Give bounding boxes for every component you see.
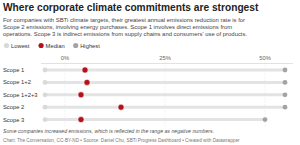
range-bar: [45, 81, 285, 84]
range-bar: [45, 69, 285, 72]
subtitle: operations. Scope 3 is indirect emission…: [3, 31, 247, 37]
subtitle: Scope 2 emissions, involving energy purc…: [3, 24, 232, 30]
tick-label: 0%: [61, 55, 69, 61]
dot-highest: [283, 80, 288, 85]
category-label: Scope 1+2: [3, 79, 31, 85]
axis-line: [41, 63, 293, 64]
dot-median: [78, 92, 84, 98]
dot-median: [78, 117, 84, 123]
dot-highest: [263, 117, 268, 122]
dot-median: [118, 104, 124, 110]
title: Where corporate climate commitments are …: [3, 2, 259, 13]
tick-label: 50%: [259, 55, 271, 61]
tick-label: 25%: [159, 55, 171, 61]
legend-label: Median: [46, 43, 65, 49]
dot-median: [84, 79, 90, 85]
dot-lowest: [43, 68, 48, 73]
subtitle: For companies with SBTi climate targets,…: [3, 17, 245, 23]
dot-highest: [283, 105, 288, 110]
source: Chart: The Conversation, CC-BY-ND • Sour…: [3, 138, 240, 143]
category-label: Scope 2: [3, 104, 24, 110]
category-label: Scope 1+2+3: [3, 92, 38, 98]
dot-lowest: [43, 117, 48, 122]
category-label: Scope 3: [3, 117, 24, 123]
marks: [43, 67, 288, 123]
category-label: Scope 1: [3, 67, 24, 73]
dot-lowest: [43, 92, 48, 97]
range-bar: [45, 106, 285, 109]
legend-label: Lowest: [11, 43, 30, 49]
dot-median: [82, 67, 88, 73]
legend-swatch: [4, 43, 9, 48]
chart: Where corporate climate commitments are …: [0, 0, 300, 145]
dot-lowest: [43, 80, 48, 85]
legend-label: Highest: [80, 43, 100, 49]
legend-swatch: [39, 43, 44, 48]
dot-highest: [283, 92, 288, 97]
dot-lowest: [43, 105, 48, 110]
note: Some companies increased emissions, whic…: [3, 128, 214, 134]
legend-swatch: [73, 43, 78, 48]
dot-highest: [283, 68, 288, 73]
